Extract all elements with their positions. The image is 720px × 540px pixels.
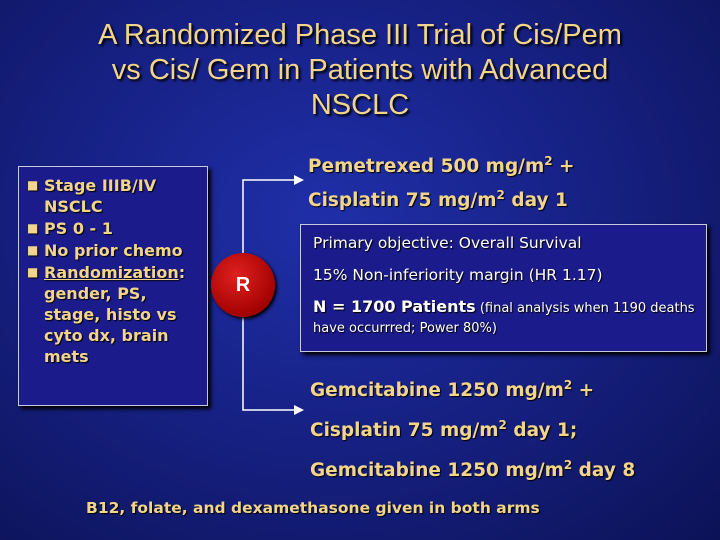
arm-gemcitabine: Gemcitabine 1250 mg/m2 + Cisplatin 75 mg… — [310, 368, 710, 488]
eligibility-item-randomization: ■ Randomization: gender, PS, stage, hist… — [24, 262, 203, 367]
eligibility-item-text: : gender, PS, stage, histo vs cyto dx, b… — [44, 263, 186, 366]
arm-pemetrexed-line-1: Pemetrexed 500 mg/m2 + — [308, 147, 668, 181]
superscript: 2 — [496, 188, 505, 202]
eligibility-item-chemo: ■ No prior chemo — [24, 240, 203, 261]
superscript: 2 — [563, 458, 573, 472]
dose-text: Gemcitabine 1250 mg/m — [310, 460, 564, 481]
connector-lower-arrowhead — [294, 405, 304, 415]
dose-text: Pemetrexed 500 mg/m — [308, 156, 545, 177]
arm-gemcitabine-line-2: Cisplatin 75 mg/m2 day 1; — [310, 408, 710, 448]
objective-box: Primary objective: Overall Survival 15% … — [300, 224, 707, 352]
sample-size-count: N = 1700 Patients — [313, 297, 476, 316]
title-line-1: A Randomized Phase III Trial of Cis/Pem — [98, 19, 622, 51]
square-bullet-icon: ■ — [27, 178, 39, 192]
dose-text: Cisplatin 75 mg/m — [310, 420, 499, 441]
primary-objective: Primary objective: Overall Survival — [313, 234, 582, 252]
dose-text: day 1 — [504, 190, 568, 211]
square-bullet-icon: ■ — [27, 243, 39, 257]
arm-gemcitabine-line-1: Gemcitabine 1250 mg/m2 + — [310, 368, 710, 408]
connector-lower-arrow — [242, 317, 296, 411]
eligibility-item-text: Stage IIIB/IV NSCLC — [44, 176, 157, 216]
eligibility-item-text: No prior chemo — [44, 241, 183, 260]
dose-text: day 8 — [572, 460, 636, 481]
superscript: 2 — [498, 418, 507, 432]
eligibility-item-stage: ■ Stage IIIB/IV NSCLC — [24, 175, 203, 217]
dose-text: Cisplatin 75 mg/m — [308, 190, 497, 211]
eligibility-item-ps: ■ PS 0 - 1 — [24, 218, 203, 239]
slide-title: A Randomized Phase III Trial of Cis/Pem … — [20, 18, 700, 123]
footer-note: B12, folate, and dexamethasone given in … — [86, 499, 540, 517]
dose-text: day 1; — [506, 420, 578, 441]
randomization-label: R — [235, 273, 251, 296]
title-line-3: NSCLC — [310, 89, 410, 121]
arm-gemcitabine-line-3: Gemcitabine 1250 mg/m2 day 8 — [310, 448, 710, 488]
title-line-2: vs Cis/ Gem in Patients with Advanced — [111, 54, 609, 86]
sample-size: N = 1700 Patients (final analysis when 1… — [313, 297, 706, 338]
superscript: 2 — [563, 378, 573, 392]
connector-upper-arrowhead — [294, 175, 304, 185]
connector-upper-arrow — [242, 179, 296, 253]
arm-pemetrexed-line-2: Cisplatin 75 mg/m2 day 1 — [308, 181, 668, 215]
superscript: 2 — [544, 154, 553, 168]
dose-text: Gemcitabine 1250 mg/m — [310, 380, 564, 401]
eligibility-list: ■ Stage IIIB/IV NSCLC ■ PS 0 - 1 ■ No pr… — [24, 175, 203, 367]
non-inferiority-margin: 15% Non-inferiority margin (HR 1.17) — [313, 266, 603, 284]
eligibility-box: ■ Stage IIIB/IV NSCLC ■ PS 0 - 1 ■ No pr… — [18, 166, 208, 406]
sample-size-detail: (final analysis when 1190 deaths have oc… — [313, 301, 695, 336]
square-bullet-icon: ■ — [27, 265, 39, 279]
randomization-circle: R — [211, 253, 275, 317]
randomization-heading: Randomization — [44, 263, 179, 282]
eligibility-item-text: PS 0 - 1 — [44, 219, 113, 238]
dose-text: + — [572, 380, 595, 401]
arm-pemetrexed: Pemetrexed 500 mg/m2 + Cisplatin 75 mg/m… — [308, 147, 668, 215]
dose-text: + — [552, 156, 575, 177]
square-bullet-icon: ■ — [27, 221, 39, 235]
